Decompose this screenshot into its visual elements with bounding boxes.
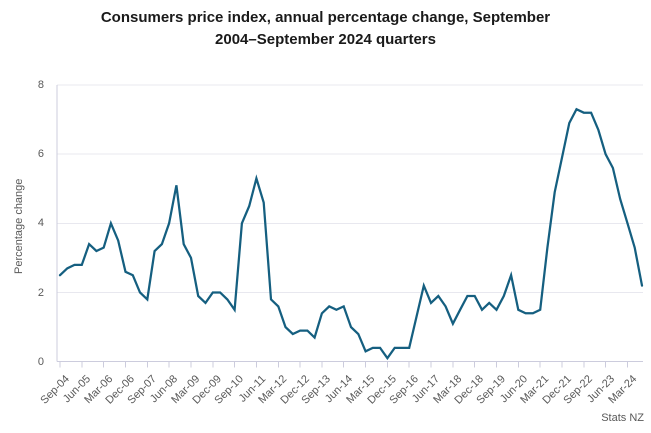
chart-title-line2: 2004–September 2024 quarters [215,31,436,48]
y-axis-tick-label: 4 [37,217,44,230]
y-axis-tick-label: 2 [37,286,44,299]
y-axis-tick-label: 0 [37,355,44,368]
chart-title: Consumers price index, annual percentage… [0,7,651,51]
y-axis-tick-label: 6 [37,148,44,161]
chart-title-line1: Consumers price index, annual percentage… [100,9,551,26]
cpi-line-series [58,107,644,361]
y-axis-tick-label: 8 [37,79,44,91]
source-attribution: Stats NZ [601,412,644,424]
